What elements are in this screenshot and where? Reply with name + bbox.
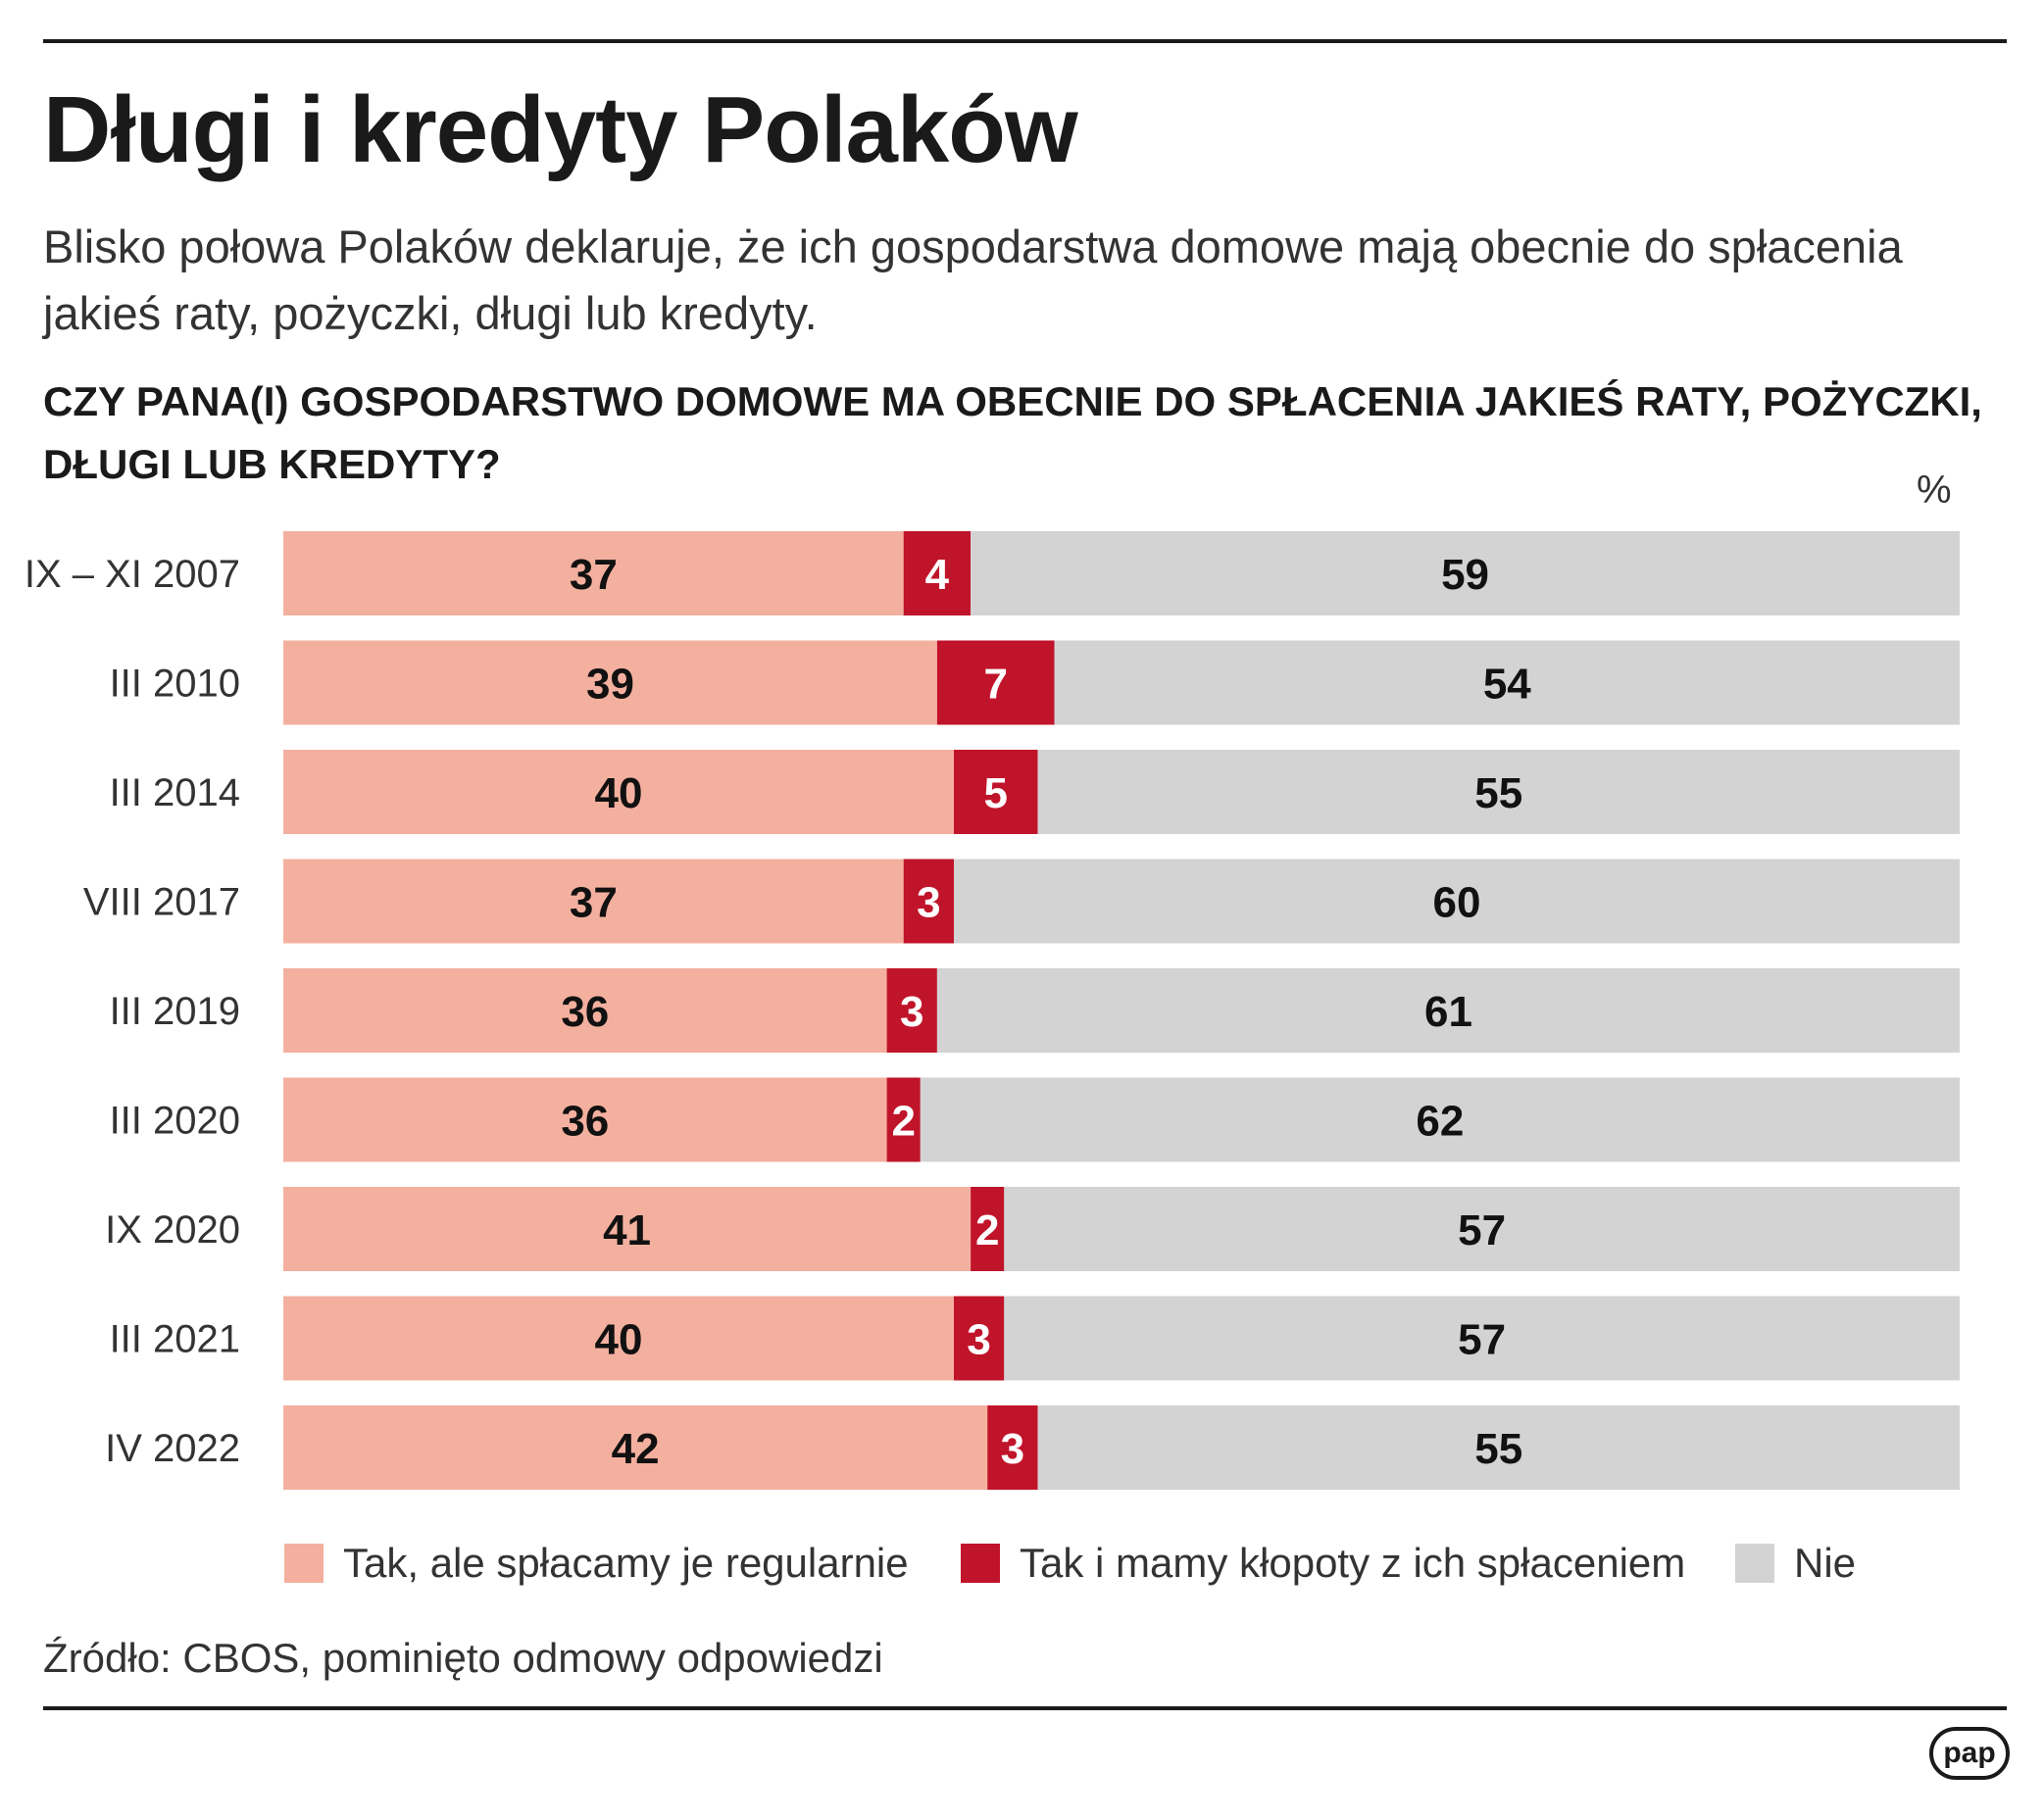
bar-segment-iii-2021-nie [1004, 1296, 1960, 1381]
data-label-iii-2021-tak-ale-splacamy-je-regularnie: 40 [595, 1316, 643, 1364]
data-label-viii-2017-tak-i-mamy-klopoty-z-ich-splaceniem: 3 [917, 879, 940, 927]
survey-question: CZY PANA(I) GOSPODARSTWO DOMOWE MA OBECN… [43, 378, 1982, 487]
legend-label-tak-klopoty: Tak i mamy kłopoty z ich spłaceniem [1020, 1540, 1686, 1586]
legend-swatch-nie [1735, 1544, 1774, 1583]
legend-swatch-tak-klopoty [961, 1544, 1000, 1583]
data-label-iv-2022-tak-i-mamy-klopoty-z-ich-splaceniem: 3 [1001, 1425, 1024, 1473]
bar-segment-ix-2020-tak-ale-splacamy-je-regularnie [283, 1187, 972, 1271]
legend-label-nie: Nie [1794, 1540, 1857, 1586]
bar-segment-iii-2020-nie [920, 1077, 1960, 1162]
legend-swatch-tak-regularnie [284, 1544, 324, 1583]
bar-segment-iii-2014-nie [1037, 750, 1960, 834]
pap-logo-text: pap [1943, 1737, 1995, 1769]
bar-segment-iii-2014-tak-ale-splacamy-je-regularnie [283, 750, 954, 834]
data-label-iii-2020-tak-ale-splacamy-je-regularnie: 36 [561, 1098, 609, 1146]
legend-item-nie: Nie [1735, 1534, 1856, 1593]
data-label-ix-2020-tak-i-mamy-klopoty-z-ich-splaceniem: 2 [975, 1206, 999, 1254]
category-label-iv-2022: IV 2022 [105, 1427, 240, 1470]
bar-segment-iii-2019-tak-ale-splacamy-je-regularnie [283, 968, 887, 1053]
data-label-ix-2020-nie: 57 [1458, 1206, 1506, 1254]
bar-segment-viii-2017-tak-i-mamy-klopoty-z-ich-splaceniem [903, 859, 954, 944]
bar-segment-viii-2017-nie [954, 859, 1960, 944]
category-label-viii-2017: VIII 2017 [83, 881, 240, 924]
data-label-iii-2010-nie: 54 [1483, 661, 1531, 709]
data-label-viii-2017-nie: 60 [1433, 879, 1481, 927]
category-label-ix-2020: IX 2020 [105, 1208, 240, 1252]
bar-segment-iii-2021-tak-ale-splacamy-je-regularnie [283, 1296, 954, 1381]
data-label-iii-2019-tak-i-mamy-klopoty-z-ich-splaceniem: 3 [900, 988, 923, 1036]
data-label-iv-2022-nie: 55 [1474, 1425, 1522, 1473]
data-label-iii-2019-nie: 61 [1424, 988, 1472, 1036]
data-label-iii-2021-nie: 57 [1458, 1316, 1506, 1364]
category-label-iii-2021: III 2021 [110, 1318, 240, 1361]
page-subtitle: Blisko połowa Polaków deklaruje, że ich … [43, 221, 1903, 339]
data-label-iii-2019-tak-ale-splacamy-je-regularnie: 36 [561, 988, 609, 1036]
bar-segment-iii-2020-tak-i-mamy-klopoty-z-ich-splaceniem [886, 1077, 921, 1162]
data-label-iii-2020-tak-i-mamy-klopoty-z-ich-splaceniem: 2 [891, 1098, 915, 1146]
data-label-ix-xi-2007-tak-ale-splacamy-je-regularnie: 37 [570, 551, 618, 599]
pap-logo: pap [1929, 1727, 2010, 1780]
bar-segment-iii-2019-tak-i-mamy-klopoty-z-ich-splaceniem [886, 968, 937, 1053]
bar-segment-iii-2014-tak-i-mamy-klopoty-z-ich-splaceniem [954, 750, 1038, 834]
bar-segment-ix-xi-2007-tak-ale-splacamy-je-regularnie [283, 531, 904, 615]
unit-label: % [1917, 468, 1952, 512]
bar-segment-iii-2010-tak-i-mamy-klopoty-z-ich-splaceniem [936, 640, 1055, 725]
data-label-viii-2017-tak-ale-splacamy-je-regularnie: 37 [570, 879, 618, 927]
source-note: Źródło: CBOS, pominięto odmowy odpowiedz… [43, 1635, 883, 1681]
bar-segment-iii-2019-nie [936, 968, 1960, 1053]
bar-segment-iv-2022-tak-ale-splacamy-je-regularnie [283, 1405, 988, 1490]
data-label-iii-2014-tak-ale-splacamy-je-regularnie: 40 [595, 769, 643, 817]
legend-item-tak-klopoty: Tak i mamy kłopoty z ich spłaceniem [961, 1534, 1685, 1593]
bar-segment-ix-xi-2007-nie [971, 531, 1960, 615]
bar-segment-iv-2022-tak-i-mamy-klopoty-z-ich-splaceniem [987, 1405, 1038, 1490]
bar-segment-iv-2022-nie [1037, 1405, 1960, 1490]
data-label-iii-2021-tak-i-mamy-klopoty-z-ich-splaceniem: 3 [967, 1316, 990, 1364]
data-label-iii-2010-tak-i-mamy-klopoty-z-ich-splaceniem: 7 [984, 661, 1008, 709]
stacked-bar-chart: IX – XI 2007 37 4 59 III 2010 39 7 54 III 2014 40… [25, 531, 1960, 1490]
legend-item-tak-regularnie: Tak, ale spłacamy je regularnie [284, 1534, 909, 1593]
category-label-iii-2010: III 2010 [110, 663, 240, 706]
data-label-ix-2020-tak-ale-splacamy-je-regularnie: 41 [603, 1206, 651, 1254]
category-label-ix-xi-2007: IX – XI 2007 [25, 553, 240, 596]
category-label-iii-2020: III 2020 [110, 1100, 240, 1143]
data-label-iv-2022-tak-ale-splacamy-je-regularnie: 42 [612, 1425, 660, 1473]
data-label-iii-2014-tak-i-mamy-klopoty-z-ich-splaceniem: 5 [984, 769, 1008, 817]
data-label-iii-2014-nie: 55 [1474, 769, 1522, 817]
bar-segment-viii-2017-tak-ale-splacamy-je-regularnie [283, 859, 904, 944]
bar-segment-iii-2010-tak-ale-splacamy-je-regularnie [283, 640, 937, 725]
page-title: Długi i kredyty Polaków [43, 77, 1078, 182]
bar-segment-ix-2020-nie [1004, 1187, 1960, 1271]
category-label-iii-2014: III 2014 [110, 771, 240, 814]
category-label-iii-2019: III 2019 [110, 990, 240, 1033]
data-label-iii-2010-tak-ale-splacamy-je-regularnie: 39 [586, 661, 634, 709]
bar-segment-ix-xi-2007-tak-i-mamy-klopoty-z-ich-splaceniem [903, 531, 972, 615]
bar-segment-iii-2020-tak-ale-splacamy-je-regularnie [283, 1077, 887, 1162]
bar-segment-iii-2021-tak-i-mamy-klopoty-z-ich-splaceniem [954, 1296, 1005, 1381]
data-label-ix-xi-2007-nie: 59 [1441, 551, 1489, 599]
data-label-ix-xi-2007-tak-i-mamy-klopoty-z-ich-splaceniem: 4 [925, 551, 950, 599]
bar-segment-iii-2010-nie [1054, 640, 1960, 725]
bar-segment-ix-2020-tak-i-mamy-klopoty-z-ich-splaceniem [971, 1187, 1005, 1271]
top-rule [43, 39, 2007, 43]
data-label-iii-2020-nie: 62 [1416, 1098, 1464, 1146]
bottom-rule [43, 1706, 2007, 1710]
legend-label-tak-regularnie: Tak, ale spłacamy je regularnie [343, 1540, 909, 1586]
